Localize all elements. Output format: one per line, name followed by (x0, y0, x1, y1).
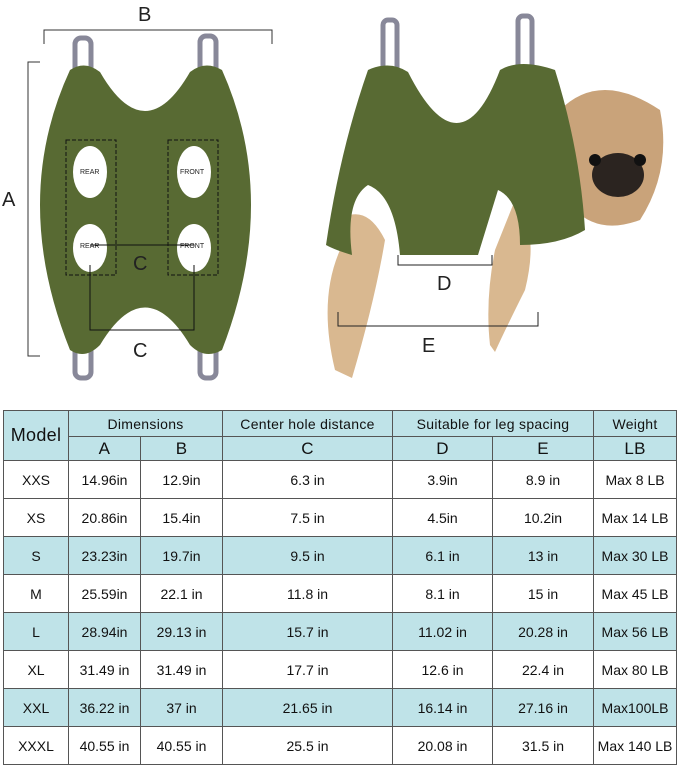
cell-c: 9.5 in (222, 536, 394, 575)
cell-a: 14.96in (68, 460, 141, 499)
hammock-diagram: REAR FRONT REAR FRONT B A C C D E (2, 4, 664, 381)
cell-model: L (3, 612, 69, 651)
cell-e: 15 in (492, 574, 595, 613)
cell-d: 16.14 in (392, 688, 494, 727)
cell-a: 36.22 in (68, 688, 141, 727)
cell-w: Max 140 LB (593, 726, 678, 765)
hole-label: REAR (80, 169, 99, 176)
cell-c: 17.7 in (222, 650, 394, 689)
cell-w: Max 56 LB (593, 612, 678, 651)
cell-model: XS (3, 498, 69, 537)
cell-w: Max 45 LB (593, 574, 678, 613)
cell-c: 15.7 in (222, 612, 394, 651)
subheader-lb: LB (593, 436, 678, 461)
dim-e-label: E (422, 335, 435, 357)
cell-c: 21.65 in (222, 688, 394, 727)
cell-e: 8.9 in (492, 460, 595, 499)
header-model: Model (3, 410, 69, 461)
table-row: XS 20.86in 15.4in 7.5 in 4.5in 10.2in Max 14 L… (3, 498, 678, 537)
cell-c: 25.5 in (222, 726, 394, 765)
cell-e: 27.16 in (492, 688, 595, 727)
hole-label: FRONT (180, 169, 205, 176)
dim-c-label: C (133, 253, 147, 275)
cell-a: 40.55 in (68, 726, 141, 765)
header-center-hole: Center hole distance (222, 410, 394, 437)
cell-w: Max 80 LB (593, 650, 678, 689)
table-row: XXS 14.96in 12.9in 6.3 in 3.9in 8.9 in Max 8 L… (3, 460, 678, 499)
subheader-a: A (68, 436, 141, 461)
header-leg-spacing: Suitable for leg spacing (392, 410, 595, 437)
subheader-e: E (492, 436, 595, 461)
cell-d: 12.6 in (392, 650, 494, 689)
size-chart-table: Model Dimensions Center hole distance Su… (3, 410, 678, 765)
cell-e: 20.28 in (492, 612, 595, 651)
cell-e: 13 in (492, 536, 595, 575)
cell-e: 31.5 in (492, 726, 595, 765)
table-row: S 23.23in 19.7in 9.5 in 6.1 in 13 in Max 30 LB (3, 536, 678, 575)
cell-c: 11.8 in (222, 574, 394, 613)
dog-in-hammock-photo: D E (326, 13, 664, 378)
dim-b-label: B (138, 4, 151, 26)
dim-d-label: D (437, 273, 451, 295)
subheader-c: C (222, 436, 394, 461)
table-row: XXXL 40.55 in 40.55 in 25.5 in 20.08 in 31.5 … (3, 726, 678, 765)
hole-label: REAR (80, 243, 99, 250)
dim-c-label: C (133, 340, 147, 362)
cell-b: 40.55 in (139, 726, 224, 765)
cell-c: 7.5 in (222, 498, 394, 537)
cell-w: Max 30 LB (593, 536, 678, 575)
cell-w: Max100LB (593, 688, 678, 727)
cell-b: 31.49 in (139, 650, 224, 689)
cell-c: 6.3 in (222, 460, 394, 499)
table-row: L 28.94in 29.13 in 15.7 in 11.02 in 20.28 in M… (3, 612, 678, 651)
cell-a: 28.94in (68, 612, 141, 651)
cell-w: Max 8 LB (593, 460, 678, 499)
cell-e: 10.2in (492, 498, 595, 537)
hole-label: FRONT (180, 243, 205, 250)
subheader-b: B (139, 436, 224, 461)
cell-b: 15.4in (139, 498, 224, 537)
cell-model: S (3, 536, 69, 575)
cell-b: 22.1 in (139, 574, 224, 613)
cell-a: 20.86in (68, 498, 141, 537)
table-row: M 25.59in 22.1 in 11.8 in 8.1 in 15 in Max 45 … (3, 574, 678, 613)
cell-b: 12.9in (139, 460, 224, 499)
cell-model: XXL (3, 688, 69, 727)
cell-d: 8.1 in (392, 574, 494, 613)
header-weight: Weight (593, 410, 678, 437)
cell-e: 22.4 in (492, 650, 595, 689)
cell-model: XL (3, 650, 69, 689)
cell-a: 31.49 in (68, 650, 141, 689)
cell-model: XXS (3, 460, 69, 499)
cell-b: 37 in (139, 688, 224, 727)
table-row: XL 31.49 in 31.49 in 17.7 in 12.6 in 22.4 in M… (3, 650, 678, 689)
cell-w: Max 14 LB (593, 498, 678, 537)
cell-d: 3.9in (392, 460, 494, 499)
flat-hammock: REAR FRONT REAR FRONT B A C C (2, 4, 273, 381)
cell-d: 11.02 in (392, 612, 494, 651)
cell-model: XXXL (3, 726, 69, 765)
cell-d: 20.08 in (392, 726, 494, 765)
dim-a-label: A (2, 189, 16, 211)
cell-b: 29.13 in (139, 612, 224, 651)
cell-a: 25.59in (68, 574, 141, 613)
cell-b: 19.7in (139, 536, 224, 575)
cell-model: M (3, 574, 69, 613)
subheader-d: D (392, 436, 494, 461)
cell-a: 23.23in (68, 536, 141, 575)
header-dimensions: Dimensions (67, 410, 224, 437)
table-row: XXL 36.22 in 37 in 21.65 in 16.14 in 27.16 in… (3, 688, 678, 727)
cell-d: 6.1 in (392, 536, 494, 575)
cell-d: 4.5in (392, 498, 494, 537)
